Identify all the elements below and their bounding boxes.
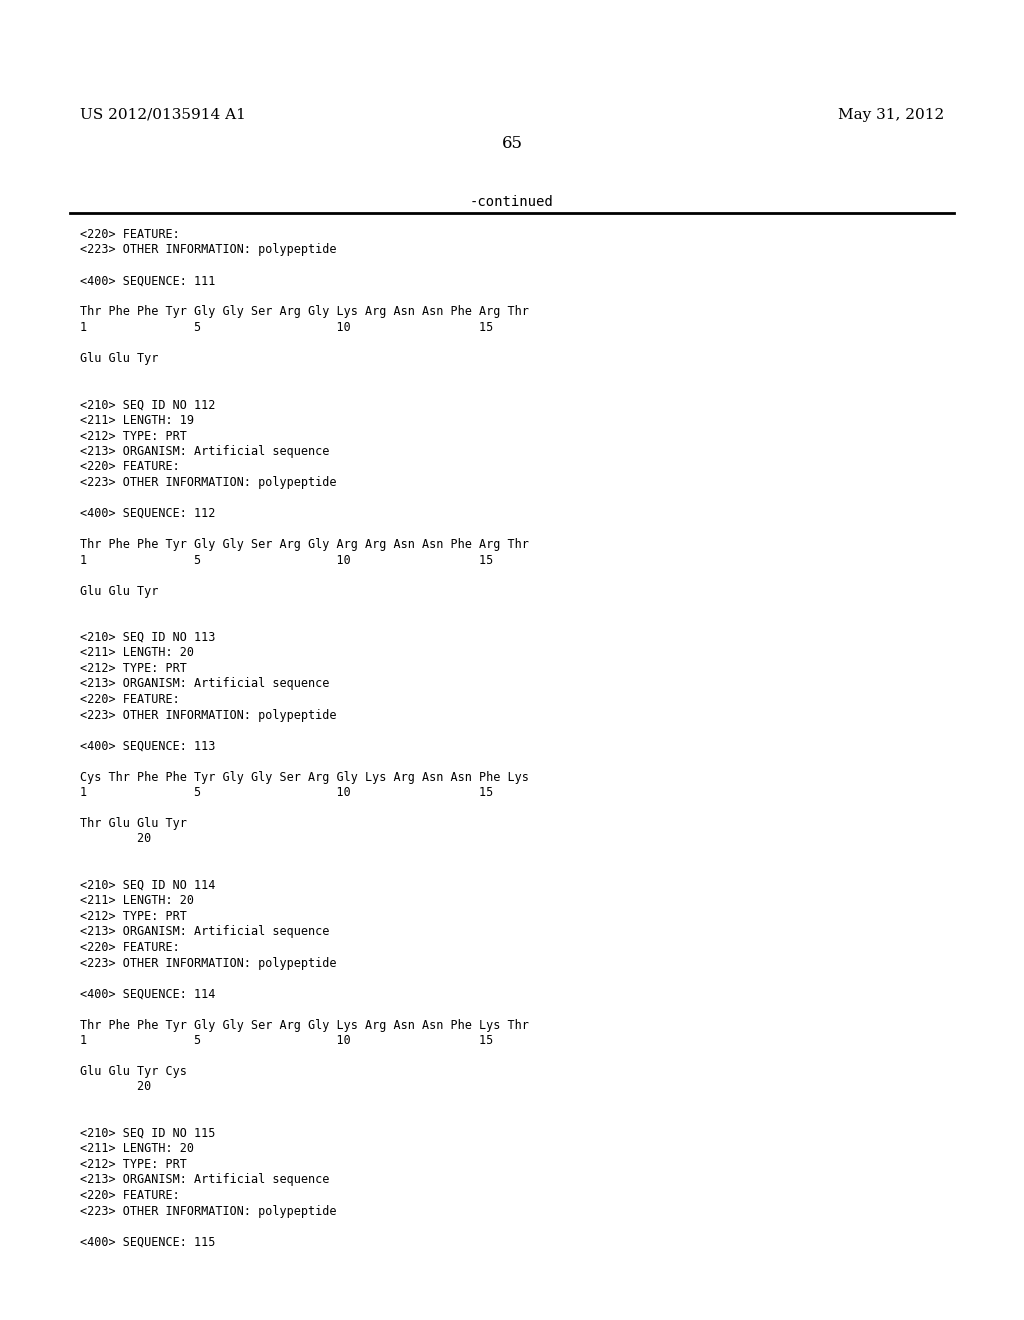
Text: 20: 20 [80,1081,152,1093]
Text: <210> SEQ ID NO 114: <210> SEQ ID NO 114 [80,879,215,892]
Text: <223> OTHER INFORMATION: polypeptide: <223> OTHER INFORMATION: polypeptide [80,477,337,488]
Text: <400> SEQUENCE: 113: <400> SEQUENCE: 113 [80,739,215,752]
Text: <210> SEQ ID NO 112: <210> SEQ ID NO 112 [80,399,215,412]
Text: Glu Glu Tyr: Glu Glu Tyr [80,352,159,366]
Text: <211> LENGTH: 20: <211> LENGTH: 20 [80,895,194,908]
Text: <210> SEQ ID NO 113: <210> SEQ ID NO 113 [80,631,215,644]
Text: <223> OTHER INFORMATION: polypeptide: <223> OTHER INFORMATION: polypeptide [80,1204,337,1217]
Text: Thr Phe Phe Tyr Gly Gly Ser Arg Gly Lys Arg Asn Asn Phe Lys Thr: Thr Phe Phe Tyr Gly Gly Ser Arg Gly Lys … [80,1019,528,1031]
Text: <213> ORGANISM: Artificial sequence: <213> ORGANISM: Artificial sequence [80,925,330,939]
Text: <220> FEATURE:: <220> FEATURE: [80,228,180,242]
Text: Thr Phe Phe Tyr Gly Gly Ser Arg Gly Lys Arg Asn Asn Phe Arg Thr: Thr Phe Phe Tyr Gly Gly Ser Arg Gly Lys … [80,305,528,318]
Text: US 2012/0135914 A1: US 2012/0135914 A1 [80,108,246,121]
Text: <211> LENGTH: 19: <211> LENGTH: 19 [80,414,194,426]
Text: <400> SEQUENCE: 114: <400> SEQUENCE: 114 [80,987,215,1001]
Text: Glu Glu Tyr Cys: Glu Glu Tyr Cys [80,1065,186,1078]
Text: <223> OTHER INFORMATION: polypeptide: <223> OTHER INFORMATION: polypeptide [80,957,337,969]
Text: <213> ORGANISM: Artificial sequence: <213> ORGANISM: Artificial sequence [80,445,330,458]
Text: 1               5                   10                  15: 1 5 10 15 [80,785,494,799]
Text: 1               5                   10                  15: 1 5 10 15 [80,1034,494,1047]
Text: <400> SEQUENCE: 112: <400> SEQUENCE: 112 [80,507,215,520]
Text: Cys Thr Phe Phe Tyr Gly Gly Ser Arg Gly Lys Arg Asn Asn Phe Lys: Cys Thr Phe Phe Tyr Gly Gly Ser Arg Gly … [80,771,528,784]
Text: <400> SEQUENCE: 111: <400> SEQUENCE: 111 [80,275,215,288]
Text: <220> FEATURE:: <220> FEATURE: [80,461,180,474]
Text: <223> OTHER INFORMATION: polypeptide: <223> OTHER INFORMATION: polypeptide [80,243,337,256]
Text: <213> ORGANISM: Artificial sequence: <213> ORGANISM: Artificial sequence [80,677,330,690]
Text: <212> TYPE: PRT: <212> TYPE: PRT [80,1158,186,1171]
Text: 1               5                   10                  15: 1 5 10 15 [80,553,494,566]
Text: <223> OTHER INFORMATION: polypeptide: <223> OTHER INFORMATION: polypeptide [80,709,337,722]
Text: <210> SEQ ID NO 115: <210> SEQ ID NO 115 [80,1127,215,1140]
Text: <211> LENGTH: 20: <211> LENGTH: 20 [80,1143,194,1155]
Text: <220> FEATURE:: <220> FEATURE: [80,693,180,706]
Text: <212> TYPE: PRT: <212> TYPE: PRT [80,663,186,675]
Text: Thr Glu Glu Tyr: Thr Glu Glu Tyr [80,817,186,830]
Text: <213> ORGANISM: Artificial sequence: <213> ORGANISM: Artificial sequence [80,1173,330,1187]
Text: Glu Glu Tyr: Glu Glu Tyr [80,585,159,598]
Text: <212> TYPE: PRT: <212> TYPE: PRT [80,909,186,923]
Text: 65: 65 [502,135,522,152]
Text: <211> LENGTH: 20: <211> LENGTH: 20 [80,647,194,660]
Text: <220> FEATURE:: <220> FEATURE: [80,941,180,954]
Text: 1               5                   10                  15: 1 5 10 15 [80,321,494,334]
Text: -continued: -continued [470,195,554,209]
Text: May 31, 2012: May 31, 2012 [838,108,944,121]
Text: <400> SEQUENCE: 115: <400> SEQUENCE: 115 [80,1236,215,1249]
Text: <220> FEATURE:: <220> FEATURE: [80,1189,180,1203]
Text: <212> TYPE: PRT: <212> TYPE: PRT [80,429,186,442]
Text: 20: 20 [80,833,152,846]
Text: Thr Phe Phe Tyr Gly Gly Ser Arg Gly Arg Arg Asn Asn Phe Arg Thr: Thr Phe Phe Tyr Gly Gly Ser Arg Gly Arg … [80,539,528,550]
